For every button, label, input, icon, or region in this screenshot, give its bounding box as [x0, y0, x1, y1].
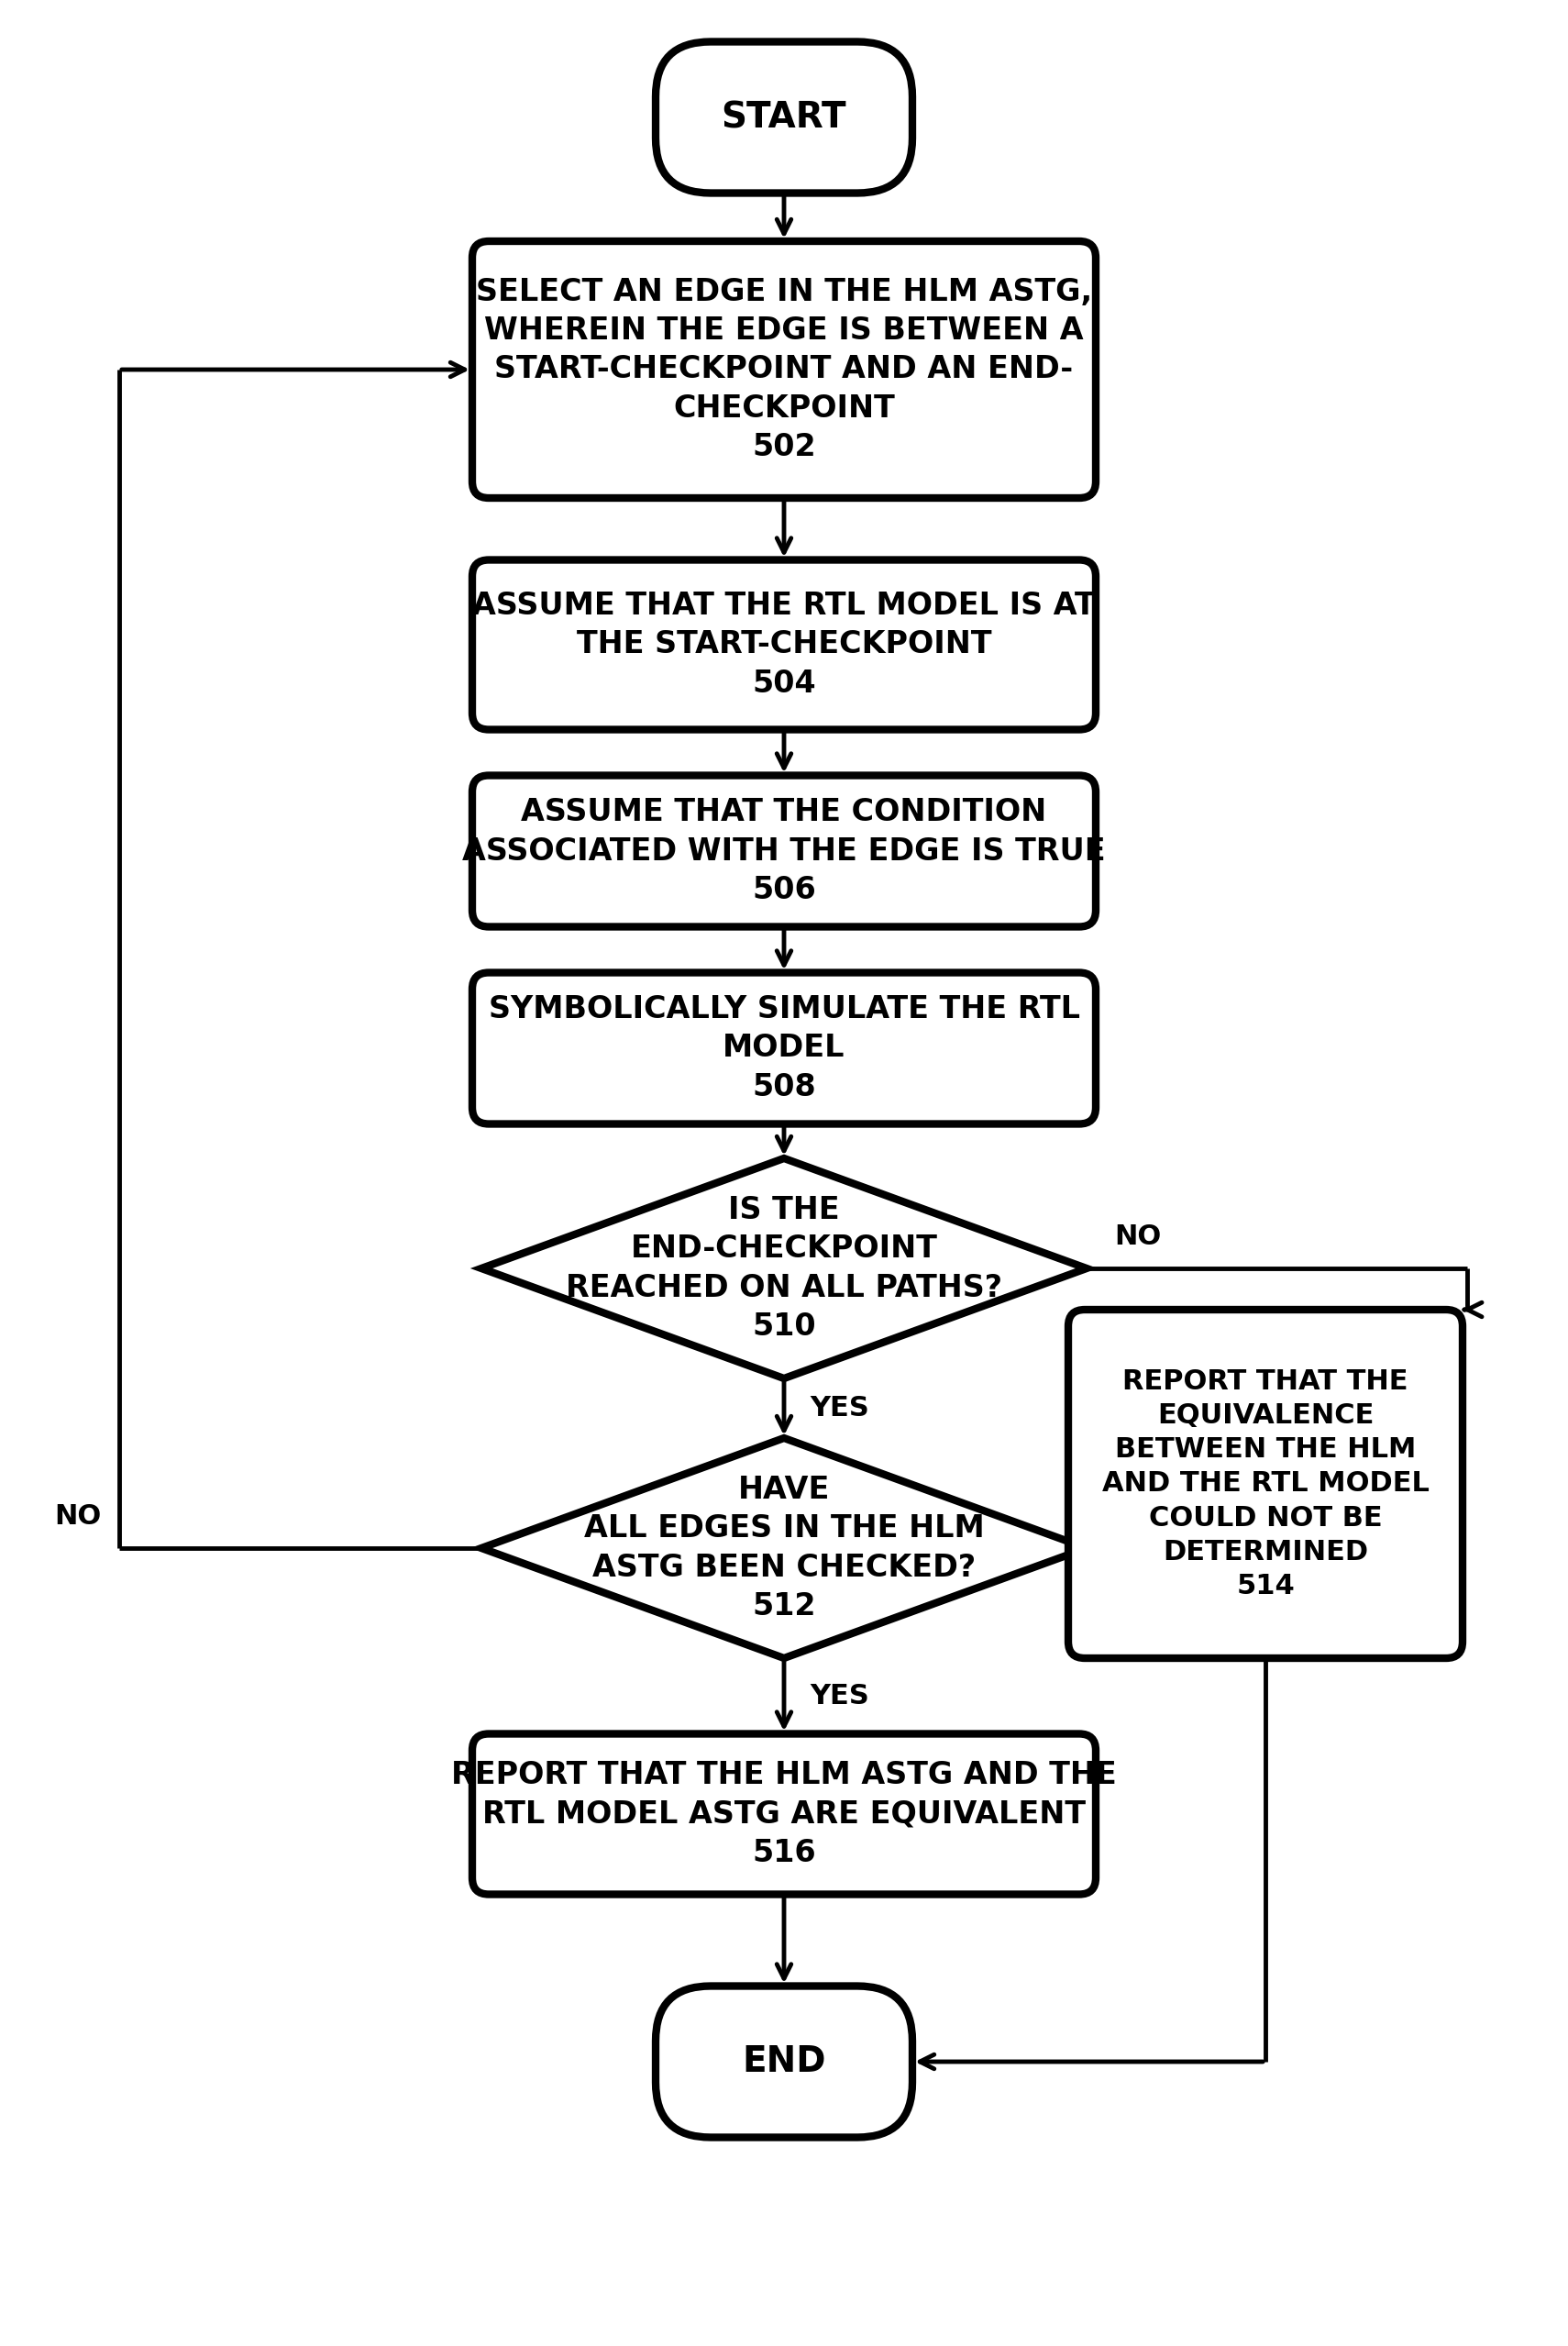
Text: NO: NO [53, 1504, 100, 1530]
Text: REPORT THAT THE
EQUIVALENCE
BETWEEN THE HLM
AND THE RTL MODEL
COULD NOT BE
DETER: REPORT THAT THE EQUIVALENCE BETWEEN THE … [1102, 1368, 1428, 1600]
FancyBboxPatch shape [1068, 1309, 1463, 1659]
FancyBboxPatch shape [655, 42, 913, 192]
Text: IS THE
END-CHECKPOINT
REACHED ON ALL PATHS?
510: IS THE END-CHECKPOINT REACHED ON ALL PAT… [566, 1196, 1002, 1342]
Text: REPORT THAT THE HLM ASTG AND THE
RTL MODEL ASTG ARE EQUIVALENT
516: REPORT THAT THE HLM ASTG AND THE RTL MOD… [452, 1760, 1116, 1867]
FancyBboxPatch shape [472, 242, 1096, 497]
Text: START: START [721, 101, 847, 134]
FancyBboxPatch shape [472, 777, 1096, 927]
Text: YES: YES [809, 1682, 869, 1710]
Polygon shape [481, 1438, 1087, 1659]
FancyBboxPatch shape [472, 974, 1096, 1124]
Text: END: END [742, 2043, 826, 2079]
Text: ASSUME THAT THE CONDITION
ASSOCIATED WITH THE EDGE IS TRUE
506: ASSUME THAT THE CONDITION ASSOCIATED WIT… [463, 798, 1105, 906]
Text: HAVE
ALL EDGES IN THE HLM
ASTG BEEN CHECKED?
512: HAVE ALL EDGES IN THE HLM ASTG BEEN CHEC… [583, 1476, 985, 1621]
Text: ASSUME THAT THE RTL MODEL IS AT
THE START-CHECKPOINT
504: ASSUME THAT THE RTL MODEL IS AT THE STAR… [472, 591, 1096, 699]
Text: NO: NO [1115, 1225, 1160, 1250]
FancyBboxPatch shape [472, 1734, 1096, 1893]
Text: SELECT AN EDGE IN THE HLM ASTG,
WHEREIN THE EDGE IS BETWEEN A
START-CHECKPOINT A: SELECT AN EDGE IN THE HLM ASTG, WHEREIN … [475, 277, 1093, 462]
Polygon shape [481, 1159, 1087, 1379]
FancyBboxPatch shape [472, 561, 1096, 730]
Text: YES: YES [809, 1396, 869, 1422]
FancyBboxPatch shape [655, 1987, 913, 2137]
Text: SYMBOLICALLY SIMULATE THE RTL
MODEL
508: SYMBOLICALLY SIMULATE THE RTL MODEL 508 [488, 995, 1080, 1103]
